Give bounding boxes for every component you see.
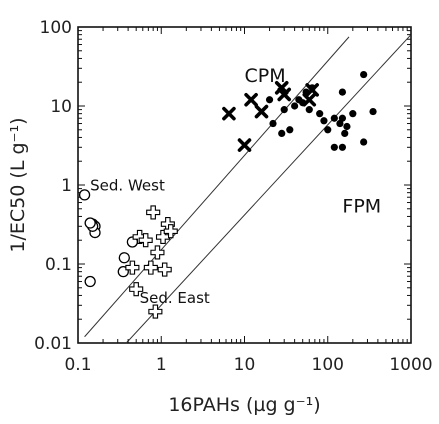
reference-lines — [84, 34, 412, 344]
y-tick-label: 10 — [50, 97, 72, 117]
data-point-dot — [269, 119, 277, 128]
x-tick-label: 0.1 — [64, 355, 91, 375]
y-tick-label: 0.1 — [45, 255, 72, 275]
data-point-dot — [278, 129, 286, 137]
data-point-dot — [265, 96, 274, 104]
data-point-plus — [129, 282, 144, 297]
annotation-label: FPM — [342, 195, 381, 217]
data-point-x — [237, 138, 252, 152]
data-point-plus — [155, 229, 171, 244]
annotation-label: Sed. East — [140, 289, 210, 307]
data-point-dot — [330, 114, 338, 122]
x-tick-label: 1 — [156, 355, 167, 375]
data-point-dot — [338, 143, 347, 151]
data-point-dot — [324, 126, 332, 134]
axis-ticks — [77, 26, 412, 344]
data-point-dot — [305, 106, 313, 114]
data-point-plus — [163, 224, 178, 239]
data-point-x — [277, 87, 292, 102]
x-tick-label: 10 — [234, 355, 256, 375]
data-point-open-circle — [84, 217, 96, 229]
data-point-dot — [360, 138, 368, 146]
y-tick-label: 1 — [61, 176, 72, 196]
data-point-dot — [295, 96, 303, 104]
data-point-open-circle — [84, 275, 96, 288]
x-tick-label: 100 — [312, 355, 344, 375]
data-point-dot — [316, 110, 324, 118]
data-point-dot — [343, 122, 351, 131]
reference-line — [125, 34, 412, 344]
data-point-plus — [132, 229, 147, 244]
data-point-open-circle — [78, 189, 91, 201]
data-point-open-circle — [118, 252, 130, 264]
data-point-plus — [157, 262, 172, 277]
data-point-dot — [360, 70, 368, 79]
data-point-dot — [286, 126, 294, 134]
reference-line — [84, 36, 350, 338]
data-point-x — [222, 106, 236, 121]
data-point-plus — [150, 245, 165, 260]
x-axis-label: 16PAHs (µg g⁻¹) — [168, 394, 320, 416]
data-point-dot — [291, 102, 299, 110]
y-tick-labels: 0.01 0.1 1 10 100 — [34, 18, 72, 354]
y-axis-label: 1/EC50 (L g⁻¹) — [7, 117, 29, 252]
x-tick-labels: 0.1 1 10 100 1000 — [64, 355, 432, 375]
data-point-x — [244, 92, 258, 107]
data-point-dot — [349, 110, 357, 118]
x-tick-label: 1000 — [389, 355, 432, 375]
data-point-x — [302, 92, 317, 107]
data-point-dot — [320, 117, 328, 125]
y-tick-label: 0.01 — [34, 334, 72, 354]
data-point-x — [305, 83, 319, 97]
annotation-label: CPM — [245, 65, 286, 87]
data-point-plus — [138, 233, 153, 248]
data-point-plus — [148, 304, 163, 319]
data-point-plus — [146, 205, 161, 220]
data-point-dot — [369, 107, 377, 116]
annotations: CPM FPM Sed. West Sed. East — [90, 65, 381, 307]
data-point-plus — [125, 260, 140, 275]
data-point-dot — [280, 106, 288, 114]
data-point-plus — [143, 260, 158, 275]
annotation-label: Sed. West — [90, 177, 165, 195]
data-point-dot — [338, 88, 347, 96]
data-point-x — [254, 104, 269, 119]
data-point-dot — [341, 129, 349, 137]
data-points — [78, 70, 377, 319]
y-tick-label: 100 — [40, 18, 72, 38]
data-point-dot — [330, 143, 338, 151]
data-point-dot — [338, 114, 347, 122]
